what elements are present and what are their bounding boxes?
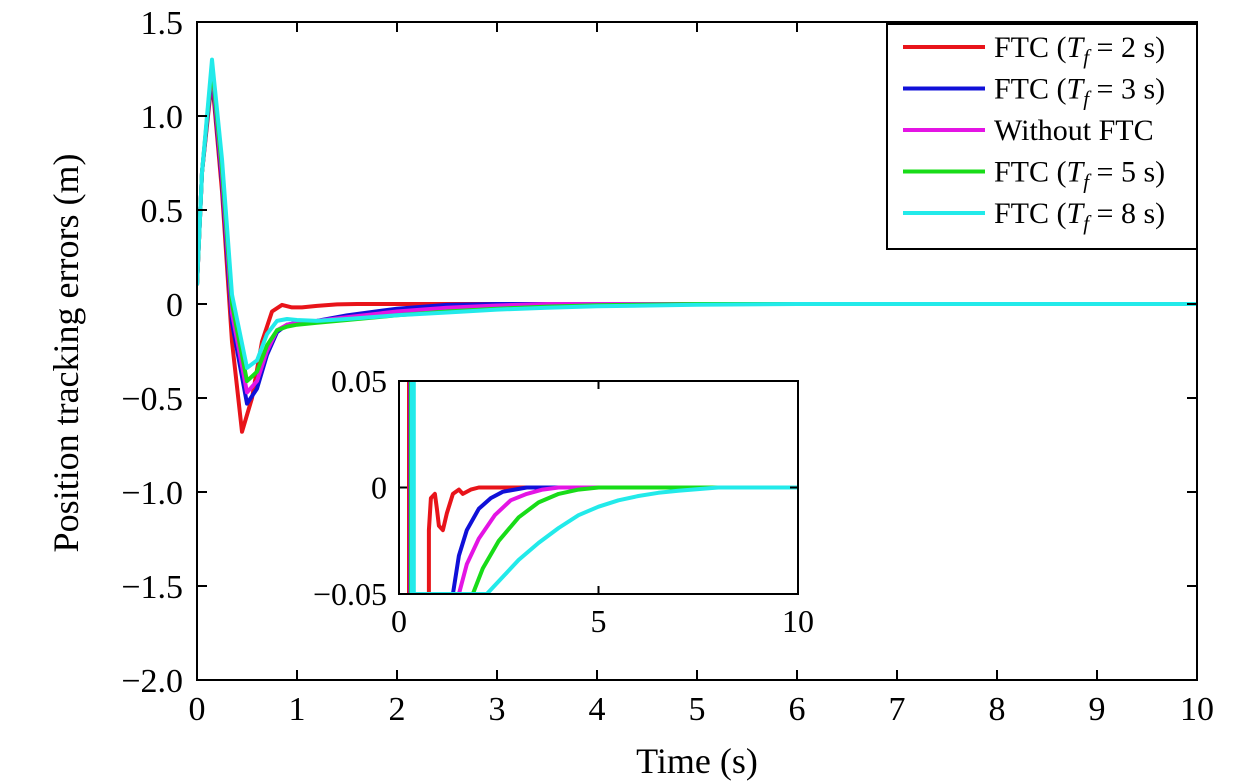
inset-series-line-3	[408, 381, 798, 594]
x-axis-title: Time (s)	[636, 741, 758, 781]
inset-y-tick-label: −0.05	[313, 576, 387, 612]
y-tick-label: −0.5	[121, 381, 183, 418]
series-line-5	[197, 57, 1197, 370]
inset-x-tick-label: 10	[782, 603, 814, 639]
y-tick-label: −2.0	[121, 663, 183, 700]
x-tick-label: 0	[189, 691, 206, 728]
y-axis-title: Position tracking errors (m)	[46, 154, 86, 553]
legend-label-1: FTC (Tf = 2 s)	[994, 31, 1165, 69]
inset-plot: 0 5 100.050−0.05	[313, 363, 814, 639]
inset-y-tick-label: 0	[371, 470, 387, 506]
x-tick-label: 8	[989, 691, 1006, 728]
x-tick-label: 5	[689, 691, 706, 728]
y-tick-label: 0	[166, 287, 183, 324]
y-tick-label: 1.5	[141, 5, 184, 42]
y-tick-label: −1.5	[121, 569, 183, 606]
x-tick-label: 2	[389, 691, 406, 728]
main-axes-group: 0 1 2 3 4 5 6 7 8 9 10 1.5 1.0 0.5 0 −0.5 −1.0 −1.5 −2.0	[121, 5, 1214, 728]
inset-x-tick-label: 0	[391, 603, 407, 639]
main-series-group	[197, 57, 1197, 434]
x-tick-label: 10	[1180, 691, 1214, 728]
legend-label-2: FTC (Tf = 3 s)	[994, 73, 1165, 111]
x-tick-label: 3	[489, 691, 506, 728]
y-tick-label: 0.5	[141, 193, 184, 230]
legend-label-5: FTC (Tf = 8 s)	[994, 197, 1165, 235]
legend-label-4: FTC (Tf = 5 s)	[994, 156, 1165, 194]
x-tick-label: 1	[289, 691, 306, 728]
x-tick-label: 6	[789, 691, 806, 728]
y-tick-label: −1.0	[121, 475, 183, 512]
x-tick-label: 9	[1089, 691, 1106, 728]
x-tick-label: 4	[589, 691, 606, 728]
y-tick-label: 1.0	[141, 99, 184, 136]
inset-series-line-1	[407, 381, 798, 594]
inset-x-tick-label: 5	[591, 603, 607, 639]
inset-series-line-5	[409, 381, 798, 594]
legend-label-3: Without FTC	[994, 114, 1154, 147]
x-tick-label: 7	[889, 691, 906, 728]
inset-y-tick-label: 0.05	[331, 363, 387, 399]
legend: FTC (Tf = 2 s) FTC (Tf = 3 s)Without FTC F…	[886, 23, 1198, 250]
